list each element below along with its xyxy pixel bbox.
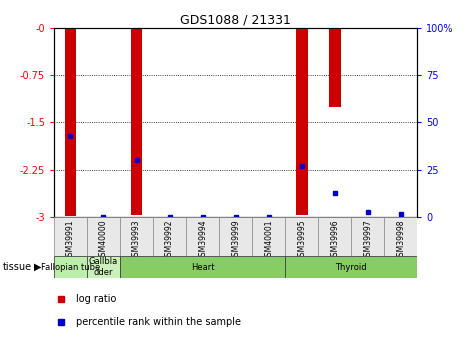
Bar [351, 217, 385, 257]
Text: GSM39996: GSM39996 [330, 219, 339, 261]
Text: Gallbla
dder: Gallbla dder [89, 257, 118, 277]
Bar [120, 256, 285, 278]
Bar [131, 28, 142, 215]
Text: Heart: Heart [191, 263, 214, 272]
Text: GSM40001: GSM40001 [264, 219, 273, 261]
Title: GDS1088 / 21331: GDS1088 / 21331 [180, 13, 291, 27]
Bar [385, 217, 417, 257]
Bar [54, 256, 87, 278]
Text: GSM39997: GSM39997 [363, 219, 372, 261]
Text: GSM39991: GSM39991 [66, 219, 75, 261]
Text: percentile rank within the sample: percentile rank within the sample [76, 317, 241, 326]
Text: ▶: ▶ [34, 262, 41, 272]
Bar [318, 217, 351, 257]
Bar [219, 217, 252, 257]
Bar [252, 217, 285, 257]
Text: GSM39993: GSM39993 [132, 219, 141, 261]
Text: GSM39992: GSM39992 [165, 219, 174, 261]
Bar [329, 28, 340, 107]
Text: GSM39995: GSM39995 [297, 219, 306, 261]
Text: GSM39999: GSM39999 [231, 219, 240, 261]
Bar [153, 217, 186, 257]
Bar [186, 217, 219, 257]
Bar [87, 217, 120, 257]
Bar [120, 217, 153, 257]
Text: GSM39994: GSM39994 [198, 219, 207, 261]
Text: Thyroid: Thyroid [335, 263, 367, 272]
Text: tissue: tissue [2, 262, 31, 272]
Text: GSM40000: GSM40000 [99, 219, 108, 261]
Bar [65, 28, 76, 216]
Text: log ratio: log ratio [76, 295, 116, 304]
Bar [285, 217, 318, 257]
Bar [285, 256, 417, 278]
Bar [87, 256, 120, 278]
Text: GSM39998: GSM39998 [396, 219, 405, 261]
Bar [296, 28, 308, 215]
Text: Fallopian tube: Fallopian tube [41, 263, 100, 272]
Bar [54, 217, 87, 257]
